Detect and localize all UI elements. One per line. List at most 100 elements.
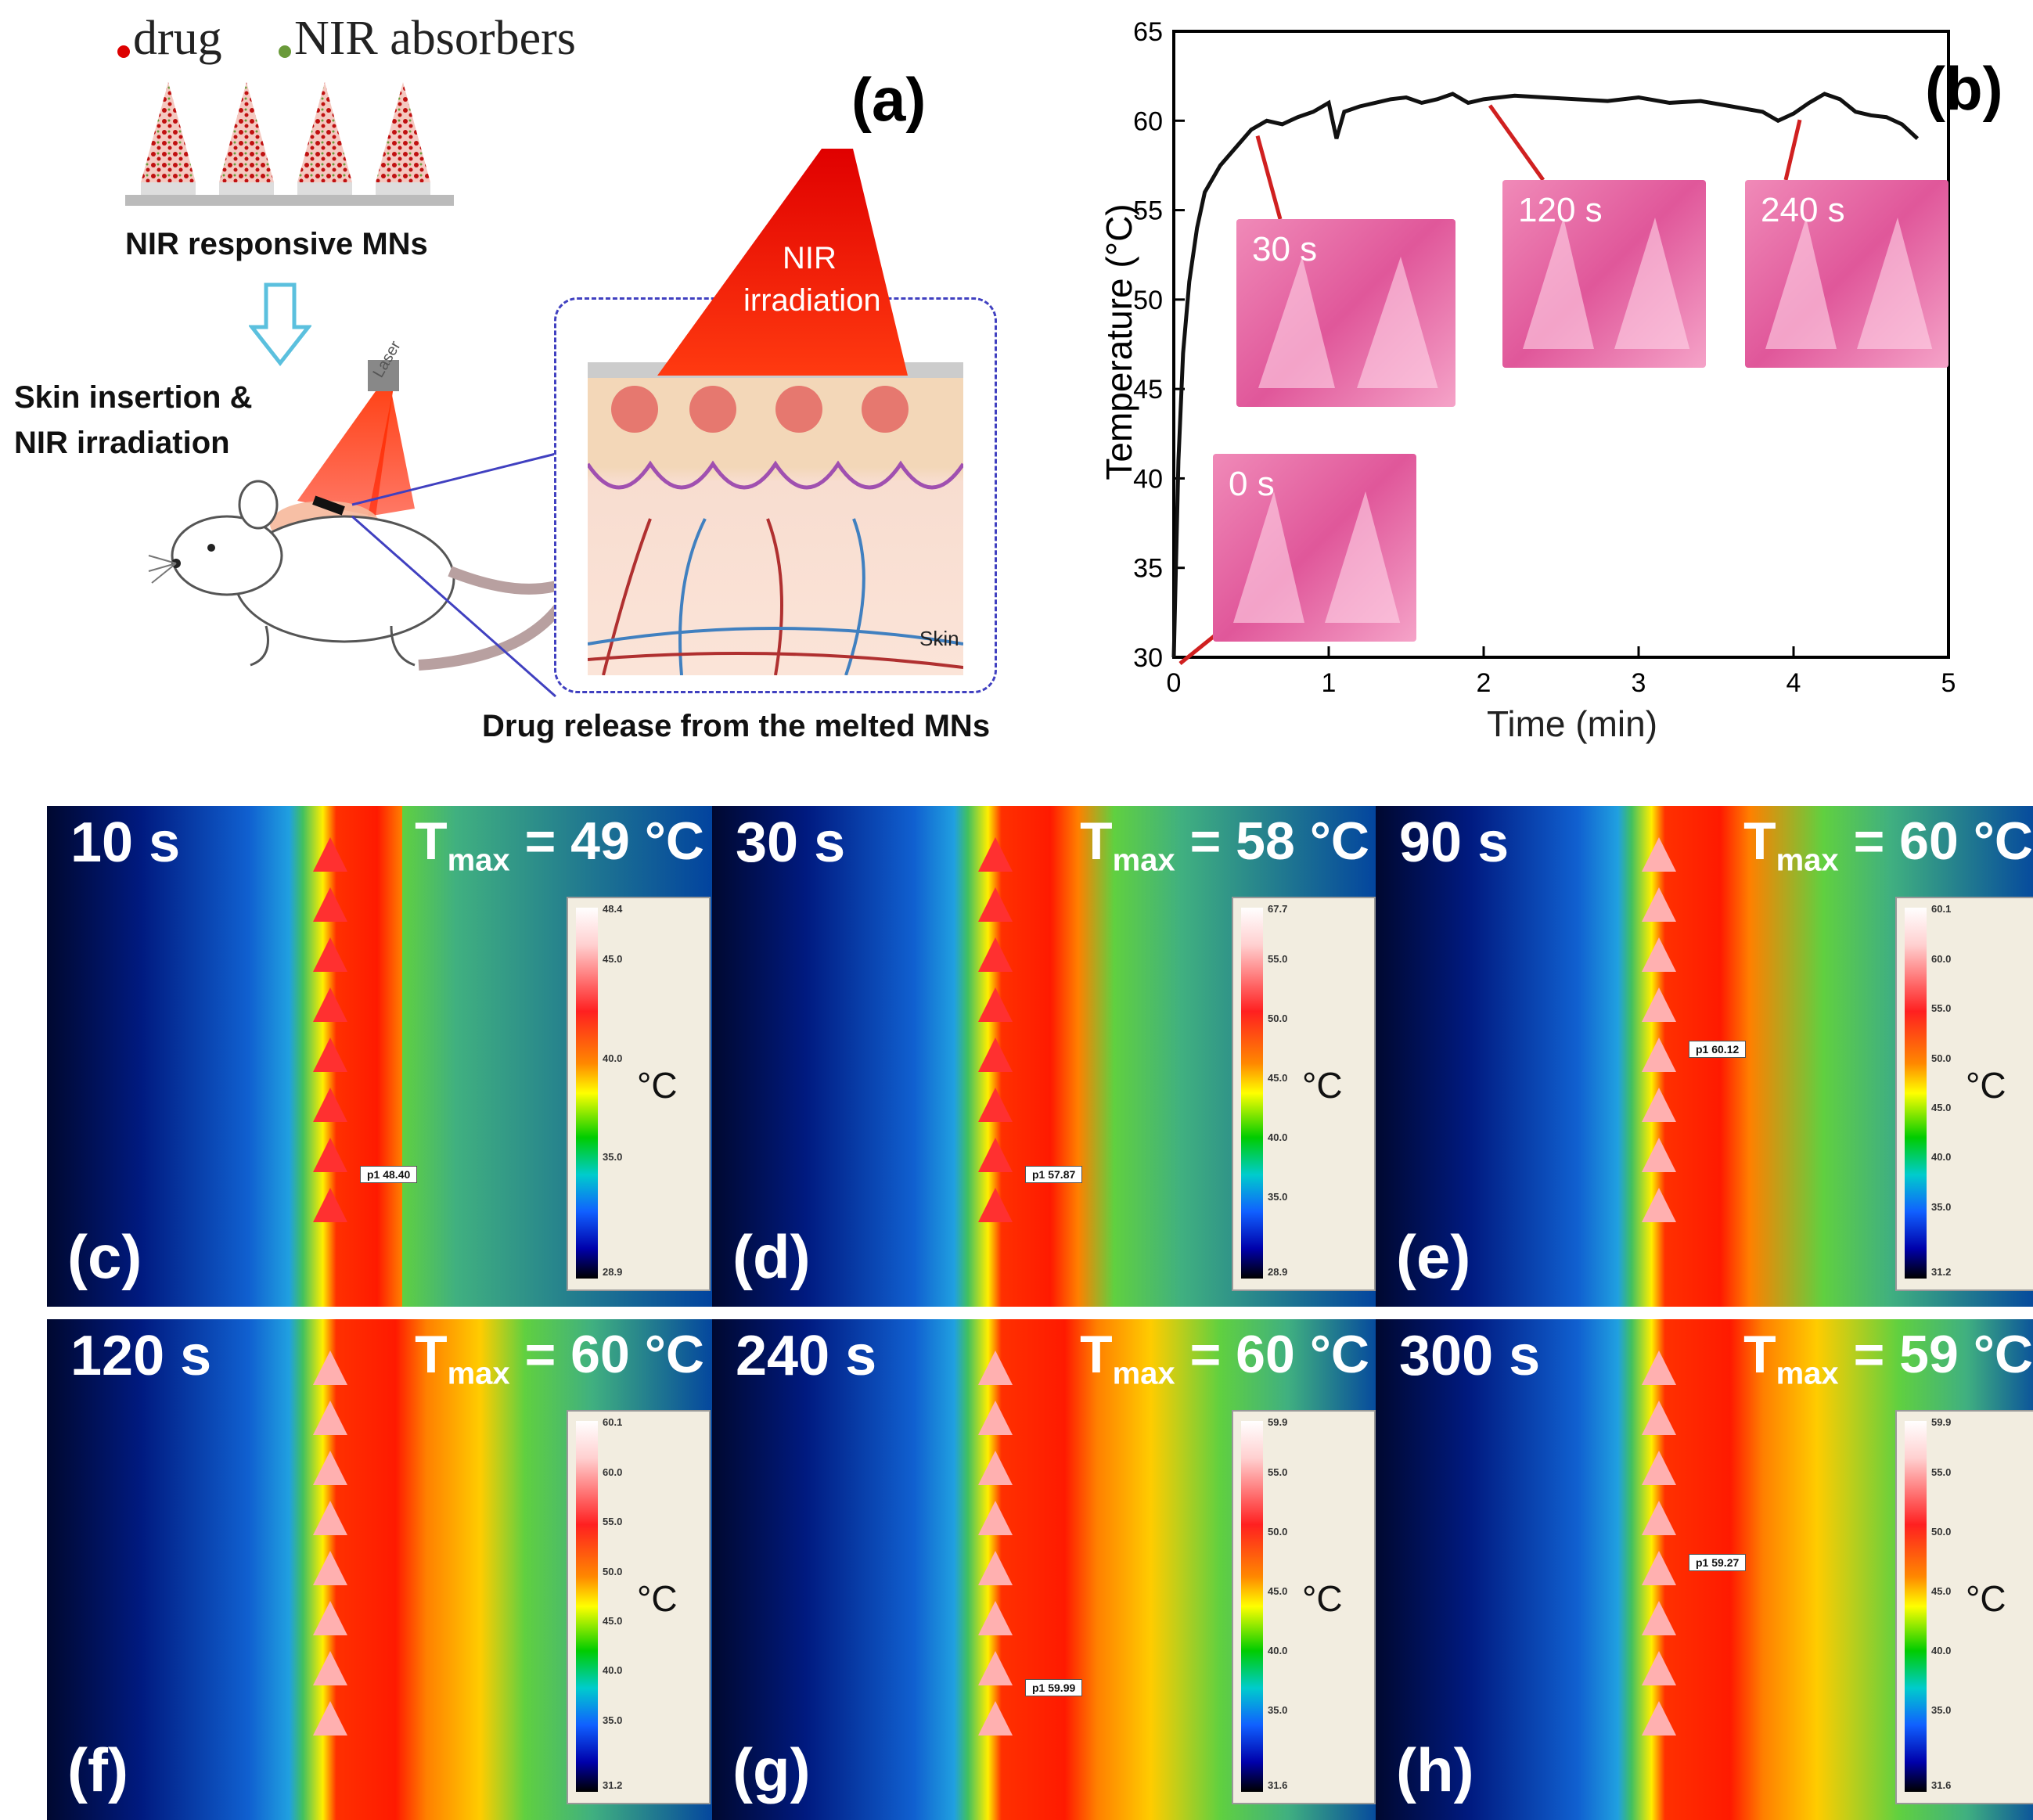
scale-tick-label: 35.0 — [603, 1151, 623, 1164]
microneedle-hotspot — [313, 1401, 347, 1435]
color-scale: 59.9 55.0 50.0 45.0 40.0 35.0 31.6 °C — [1232, 1410, 1376, 1804]
microneedle-hotspot — [1642, 837, 1676, 872]
chart-inset-photo: 240 s — [1745, 180, 1948, 368]
nir-label-2: irradiation — [743, 283, 881, 318]
microneedle-hotspot — [313, 987, 347, 1022]
microneedle-hotspot — [1642, 1088, 1676, 1122]
color-scale-bar — [576, 908, 598, 1279]
scale-tick-label: 55.0 — [1268, 1466, 1288, 1478]
microneedle-hotspot — [1642, 1501, 1676, 1535]
inset-arrow — [1488, 104, 1545, 182]
scale-tick-label: 40.0 — [1268, 1131, 1288, 1143]
scale-tick-label: 45.0 — [1931, 1585, 1952, 1597]
thermal-time-label: 90 s — [1399, 811, 1509, 874]
scale-tick-label: 40.0 — [1268, 1645, 1288, 1656]
microneedle-hotspot — [978, 1138, 1013, 1172]
chart-inset-label: 120 s — [1518, 191, 1603, 229]
thermal-time-label: 10 s — [70, 811, 181, 874]
caption-skin-insertion-2: NIR irradiation — [14, 426, 230, 460]
microneedle-hotspot — [1642, 1451, 1676, 1485]
y-tick-label: 30 — [1133, 643, 1163, 673]
color-scale-bar — [1905, 1421, 1927, 1792]
thermal-tmax-label: Tmax = 49 °C — [415, 811, 704, 878]
thermal-panel-tag: (h) — [1396, 1735, 1474, 1804]
microneedle-hotspot — [1642, 1601, 1676, 1635]
color-scale-bar — [576, 1421, 598, 1792]
thermal-time-label: 300 s — [1399, 1325, 1541, 1387]
skin-label: Skin — [919, 627, 959, 650]
scale-tick-label: 50.0 — [1268, 1526, 1288, 1538]
microneedle-hotspot — [978, 1701, 1013, 1735]
microneedle-hotspot — [313, 937, 347, 972]
microneedle-hotspot — [1642, 937, 1676, 972]
nir-absorber-dot-icon — [279, 45, 291, 58]
microneedle-hotspot — [1642, 1188, 1676, 1222]
thermal-panel: 240 s Tmax = 60 °C (g) p1 59.99 59.9 55.0 50.0… — [712, 1319, 1385, 1820]
x-tick-label: 1 — [1322, 668, 1337, 698]
down-arrow-icon — [249, 282, 311, 367]
drug-dot-icon — [117, 45, 130, 58]
thermal-panel: 300 s Tmax = 59 °C (h) p1 59.27 59.9 55.0 50.0… — [1376, 1319, 2033, 1820]
microneedle-hotspot — [1642, 887, 1676, 922]
microneedle-hotspot — [313, 1601, 347, 1635]
scale-tick-label: 50.0 — [1931, 1052, 1952, 1064]
scale-top-label: 60.1 — [603, 1416, 623, 1428]
series-line-temperature — [1171, 92, 1920, 658]
caption-drug-release: Drug release from the melted MNs — [482, 709, 991, 743]
skin-tissue — [588, 378, 963, 675]
microneedle-hotspot — [1642, 1701, 1676, 1735]
panel-tag-b: (b) — [1925, 54, 2003, 123]
microneedle-hotspot — [313, 1038, 347, 1072]
microneedle-hotspot — [313, 1088, 347, 1122]
scale-top-label: 67.7 — [1268, 903, 1288, 915]
microneedle-hotspot — [313, 1501, 347, 1535]
microneedle-hotspot — [1642, 1138, 1676, 1172]
microneedle-hotspot — [978, 1651, 1013, 1685]
color-scale: 48.4 45.0 40.0 35.0 28.9 °C — [567, 897, 711, 1291]
microneedle-patch-illustration — [125, 82, 454, 206]
x-tick-label: 3 — [1632, 668, 1646, 698]
scale-unit-label: °C — [1966, 1578, 2006, 1619]
scale-tick-label: 35.0 — [1268, 1704, 1288, 1716]
scale-tick-label: 45.0 — [1268, 1585, 1288, 1597]
scale-tick-label: 40.0 — [1931, 1645, 1952, 1656]
scale-tick-label: 55.0 — [603, 1516, 623, 1528]
thermal-probe-readout: p1 59.27 — [1689, 1554, 1747, 1571]
microneedle-hotspot — [313, 1451, 347, 1485]
panel-b-chart: (b) 0 1 2 3 4 5 30 35 40 45 50 55 60 65 Temperature (… — [1041, 0, 2033, 775]
thermal-tmax-label: Tmax = 60 °C — [1080, 1325, 1369, 1391]
panel-tag-a: (a) — [851, 65, 927, 134]
scale-bottom-label: 31.2 — [1931, 1266, 1952, 1278]
microneedle-hotspot — [978, 937, 1013, 972]
scale-bottom-label: 28.9 — [1268, 1266, 1288, 1278]
microneedle-hotspot — [978, 1601, 1013, 1635]
scale-unit-label: °C — [637, 1065, 678, 1106]
scale-tick-label: 60.0 — [1931, 953, 1952, 965]
thermal-tmax-label: Tmax = 60 °C — [1743, 811, 2033, 878]
thermal-time-label: 240 s — [736, 1325, 877, 1387]
scale-tick-label: 45.0 — [603, 953, 623, 965]
microneedle-hotspot — [1642, 1038, 1676, 1072]
scale-unit-label: °C — [1966, 1065, 2006, 1106]
scale-tick-label: 60.0 — [603, 1466, 623, 1478]
microneedle-hotspot — [1642, 1401, 1676, 1435]
y-tick-label: 40 — [1133, 464, 1163, 494]
x-tick-label: 4 — [1787, 668, 1801, 698]
y-tick-label: 60 — [1133, 106, 1163, 136]
caption-skin-insertion-1: Skin insertion & — [14, 380, 253, 415]
y-tick-label: 45 — [1133, 375, 1163, 405]
plot-frame — [1172, 30, 1950, 659]
y-tick-label: 55 — [1133, 196, 1163, 226]
microneedle-hotspot — [978, 1451, 1013, 1485]
scale-top-label: 59.9 — [1268, 1416, 1288, 1428]
scale-tick-label: 40.0 — [603, 1664, 623, 1677]
microneedle-hotspot — [313, 1138, 347, 1172]
panel-a: drug NIR absorbers (a) NIR responsive MN… — [0, 0, 1096, 775]
thermal-panel: 10 s Tmax = 49 °C (c) p1 48.40 48.4 45.0 40.0 3… — [47, 806, 720, 1307]
chart-inset-label: 0 s — [1229, 465, 1275, 503]
legend-drug: drug — [133, 12, 222, 65]
scale-tick-label: 45.0 — [603, 1615, 623, 1627]
color-scale-bar — [1241, 1421, 1263, 1792]
thermal-time-label: 30 s — [736, 811, 846, 874]
